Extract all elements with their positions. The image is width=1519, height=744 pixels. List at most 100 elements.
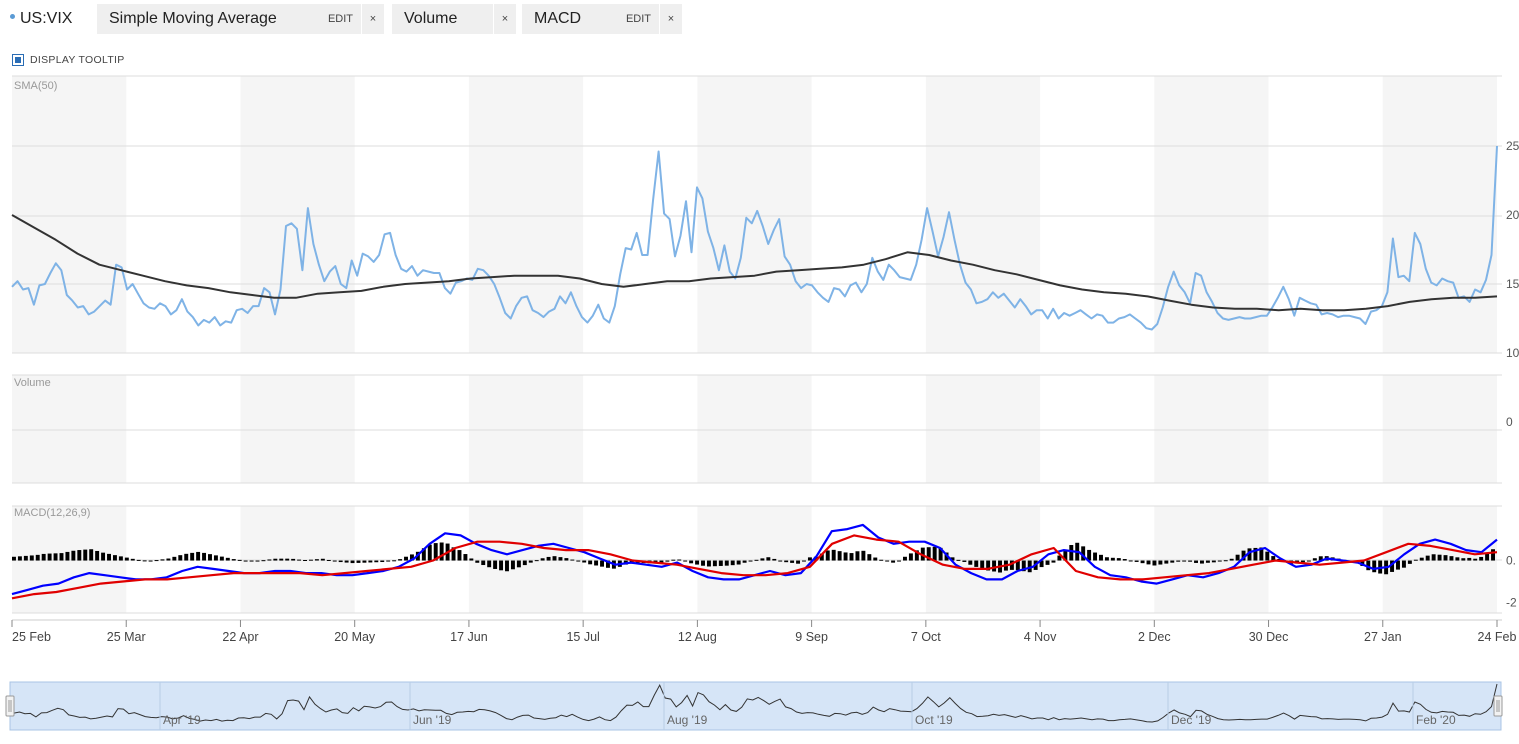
- histogram-bar: [1366, 560, 1371, 571]
- shaded-band: [1154, 375, 1269, 483]
- histogram-bar: [980, 560, 985, 570]
- histogram-bar: [285, 558, 290, 561]
- navigator-right-handle[interactable]: [1493, 695, 1503, 717]
- histogram-bar: [1372, 560, 1377, 573]
- histogram-bar: [463, 554, 468, 561]
- histogram-bar: [404, 556, 408, 561]
- histogram-bar: [77, 550, 82, 561]
- histogram-bar: [1087, 549, 1092, 561]
- histogram-bar: [12, 556, 16, 561]
- close-icon[interactable]: ×: [493, 4, 516, 34]
- histogram-bar: [279, 558, 284, 561]
- histogram-bar: [885, 560, 890, 562]
- histogram-bar: [41, 553, 46, 561]
- histogram-bar: [380, 560, 385, 563]
- histogram-bar: [53, 553, 58, 561]
- close-icon[interactable]: ×: [361, 4, 384, 34]
- shaded-band: [468, 76, 584, 353]
- histogram-bar: [564, 558, 569, 561]
- histogram-bar: [1164, 560, 1169, 564]
- shaded-band: [1382, 76, 1497, 353]
- histogram-bar: [1300, 560, 1305, 563]
- navigator-label: Oct '19: [915, 713, 953, 727]
- shaded-band: [925, 76, 1041, 353]
- histogram-bar: [1413, 559, 1418, 561]
- histogram-bar: [813, 556, 818, 561]
- histogram-bar: [837, 551, 842, 561]
- histogram-bar: [594, 560, 599, 566]
- histogram-bar: [1146, 560, 1151, 565]
- histogram-bar: [499, 560, 504, 571]
- histogram-bar: [493, 560, 498, 569]
- signal-line: [11, 534, 1498, 600]
- histogram-bar: [1152, 560, 1157, 566]
- histogram-bar: [118, 556, 123, 561]
- edit-button[interactable]: EDIT: [625, 13, 651, 25]
- histogram-bar: [522, 560, 527, 566]
- histogram-bar: [778, 560, 783, 562]
- histogram-bar: [154, 560, 159, 562]
- checkbox-icon[interactable]: [12, 54, 24, 66]
- histogram-bar: [320, 558, 325, 561]
- histogram-bar: [178, 555, 183, 561]
- navigator-line: [13, 683, 1498, 723]
- symbol-label[interactable]: US:VIX: [10, 10, 72, 28]
- histogram-bar: [17, 556, 22, 561]
- x-tick-label: 25 Mar: [107, 630, 146, 644]
- histogram-bar: [576, 560, 581, 562]
- histogram-bar: [748, 560, 753, 562]
- macd-tick-label: -2: [1506, 596, 1517, 610]
- indicator-toolbar: US:VIX Simple Moving Average EDIT × Volu…: [0, 4, 1519, 34]
- histogram-bar: [213, 555, 218, 561]
- histogram-bar: [338, 560, 343, 563]
- histogram-bar: [1217, 560, 1222, 562]
- histogram-bar: [879, 559, 884, 561]
- shaded-band: [12, 375, 127, 483]
- histogram-bar: [1431, 554, 1436, 561]
- histogram-bar: [528, 560, 533, 563]
- histogram-bar: [1247, 548, 1252, 561]
- period-bands: [12, 76, 1497, 613]
- histogram-bar: [409, 554, 414, 561]
- histogram-bar: [89, 549, 94, 561]
- histogram-bar: [582, 560, 587, 563]
- histogram-bar: [332, 560, 337, 562]
- edit-button[interactable]: EDIT: [327, 13, 353, 25]
- histogram-bar: [903, 556, 907, 561]
- histogram-bar: [314, 559, 319, 561]
- histogram-bar: [873, 557, 878, 561]
- histogram-bar: [1443, 555, 1448, 561]
- histogram-bar: [1039, 560, 1044, 568]
- histogram-bar: [255, 560, 260, 562]
- histogram-bar: [481, 560, 486, 566]
- histogram-bar: [588, 560, 593, 565]
- histogram-bar: [101, 552, 106, 561]
- histogram-bar: [558, 557, 563, 561]
- close-icon[interactable]: ×: [659, 4, 682, 34]
- histogram-bar: [1485, 553, 1490, 561]
- histogram-bar: [71, 550, 76, 561]
- histogram-bar: [1110, 557, 1115, 561]
- histogram-bar: [273, 558, 278, 561]
- histogram-bar: [695, 560, 700, 565]
- display-tooltip-toggle[interactable]: DISPLAY TOOLTIP: [12, 54, 125, 66]
- histogram-bar: [166, 558, 171, 561]
- histogram-bar: [1063, 549, 1068, 561]
- price-panel-label: SMA(50): [14, 80, 57, 92]
- histogram-bar: [1265, 551, 1270, 561]
- indicator-chip-macd: MACD EDIT ×: [522, 4, 682, 34]
- navigator[interactable]: Apr '19 Jun '19 Aug '19 Oct '19 Dec '19 Feb '…: [5, 681, 1503, 731]
- histogram-bar: [1259, 547, 1264, 561]
- histogram-bar: [1407, 560, 1412, 564]
- histogram-bar: [1390, 560, 1395, 572]
- histogram-bar: [552, 556, 557, 561]
- histogram-bar: [683, 560, 688, 562]
- navigator-left-handle[interactable]: [5, 695, 15, 717]
- histogram-bar: [356, 560, 361, 563]
- histogram-bar: [124, 557, 129, 561]
- histogram-bar: [219, 556, 224, 561]
- histogram-bar: [802, 560, 806, 562]
- histogram-bar: [867, 554, 872, 561]
- histogram-bar: [510, 560, 515, 570]
